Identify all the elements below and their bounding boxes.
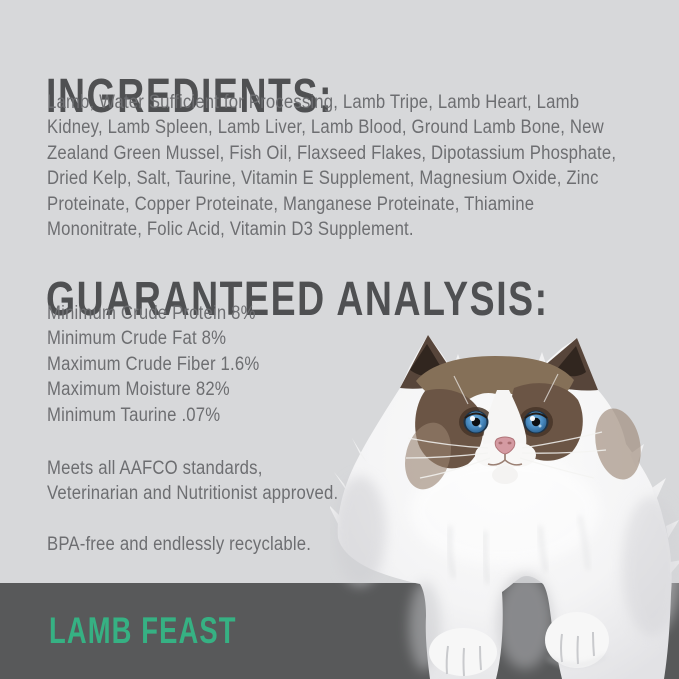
aafco-note-line: Meets all AAFCO standards, [47, 458, 263, 479]
fur-shading [334, 456, 679, 671]
ingredients-line: Dried Kelp, Salt, Taurine, Vitamin E Sup… [47, 168, 599, 190]
bpa-note: BPA-free and endlessly recyclable. [47, 534, 312, 555]
cat-nose [494, 436, 516, 455]
cat-paws [429, 612, 609, 677]
ingredients-paragraph: Lamb, Water Sufficient for Processing, L… [47, 90, 616, 242]
ingredients-line: Proteinate, Copper Proteinate, Manganese… [47, 193, 535, 215]
ingredients-line: Kidney, Lamb Spleen, Lamb Liver, Lamb Bl… [47, 117, 604, 139]
analysis-item: Minimum Crude Protein 8% [47, 303, 256, 324]
guaranteed-analysis-list: Minimum Crude Protein 8% Minimum Crude F… [47, 301, 259, 428]
analysis-item: Minimum Crude Fat 8% [47, 328, 227, 350]
ingredients-line: Mononitrate, Folic Acid, Vitamin D3 Supp… [47, 219, 414, 241]
cat-muzzle [475, 436, 536, 484]
analysis-item: Minimum Taurine .07% [47, 404, 221, 426]
cat-photo [330, 335, 679, 679]
cat-whiskers [405, 373, 607, 479]
ingredients-line: Lamb, Water Sufficient for Processing, L… [47, 92, 580, 113]
aafco-note-line: Veterinarian and Nutritionist approved. [47, 483, 339, 505]
cat-eyes [463, 410, 549, 434]
analysis-item: Maximum Crude Fiber 1.6% [47, 353, 260, 375]
ingredients-heading: INGREDIENTS: [46, 70, 334, 124]
aafco-note: Meets all AAFCO standards, Veterinarian … [47, 456, 338, 507]
product-name-label: LAMB FEAST [49, 610, 237, 651]
ingredients-line: Zealand Green Mussel, Fish Oil, Flaxseed… [47, 142, 617, 164]
guaranteed-analysis-heading: GUARANTEED ANALYSIS: [46, 273, 549, 327]
analysis-item: Maximum Moisture 82% [47, 379, 230, 401]
